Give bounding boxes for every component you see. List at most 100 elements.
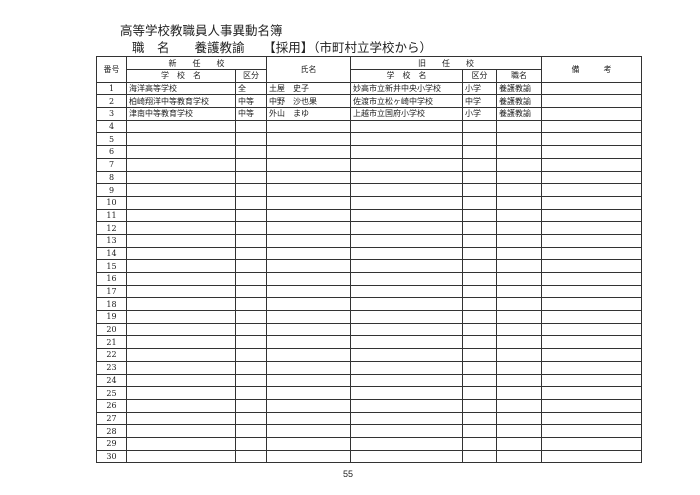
cell-remarks bbox=[541, 81, 643, 96]
cell-remarks bbox=[541, 195, 643, 210]
cell-school bbox=[126, 119, 236, 134]
cell-name bbox=[266, 335, 351, 350]
cell-old-kubun: 小学 bbox=[462, 81, 497, 96]
cell-name bbox=[266, 398, 351, 413]
cell-school bbox=[126, 398, 236, 413]
cell-school bbox=[126, 132, 236, 147]
cell-kubun bbox=[235, 449, 267, 464]
cell-name bbox=[266, 259, 351, 273]
cell-name bbox=[266, 183, 351, 197]
cell-no: 12 bbox=[96, 221, 127, 235]
cell-kubun bbox=[235, 348, 267, 362]
cell-old-kubun: 小学 bbox=[462, 107, 497, 121]
table-row: 18 bbox=[96, 297, 643, 312]
cell-kubun bbox=[235, 145, 267, 159]
cell-position bbox=[495, 297, 543, 312]
cell-no: 4 bbox=[96, 119, 127, 134]
cell-kubun: 全 bbox=[235, 81, 267, 96]
table-row: 6 bbox=[96, 145, 643, 159]
cell-name bbox=[266, 310, 351, 324]
cell-old-school: 上越市立国府小学校 bbox=[350, 107, 463, 121]
cell-name bbox=[266, 322, 351, 337]
position-subtitle: 職 名 養護教諭 【採用】（市町村立学校から） bbox=[132, 40, 433, 55]
cell-school bbox=[126, 157, 236, 172]
cell-old-school bbox=[350, 221, 463, 235]
cell-no: 23 bbox=[96, 360, 127, 375]
cell-old-kubun: 中学 bbox=[462, 94, 497, 109]
cell-school: 津南中等教育学校 bbox=[126, 107, 236, 121]
cell-no: 11 bbox=[96, 208, 127, 223]
cell-old-kubun bbox=[462, 272, 497, 286]
cell-position bbox=[495, 284, 543, 299]
cell-remarks bbox=[541, 170, 643, 185]
cell-name bbox=[266, 424, 351, 438]
table-row: 13 bbox=[96, 233, 643, 248]
cell-school: 海洋高等学校 bbox=[126, 81, 236, 96]
cell-old-school bbox=[350, 436, 463, 451]
cell-name bbox=[266, 411, 351, 426]
document-title: 高等学校教職員人事異動名簿 bbox=[120, 23, 283, 38]
cell-position bbox=[495, 360, 543, 375]
cell-school bbox=[126, 386, 236, 400]
cell-old-school bbox=[350, 170, 463, 185]
cell-remarks bbox=[541, 183, 643, 197]
cell-no: 24 bbox=[96, 373, 127, 388]
cell-no: 30 bbox=[96, 449, 127, 464]
cell-old-kubun bbox=[462, 119, 497, 134]
cell-kubun bbox=[235, 233, 267, 248]
cell-no: 8 bbox=[96, 170, 127, 185]
cell-position bbox=[495, 195, 543, 210]
cell-old-kubun bbox=[462, 449, 497, 464]
table-row: 25 bbox=[96, 386, 643, 400]
table-row: 30 bbox=[96, 449, 643, 464]
cell-position bbox=[495, 310, 543, 324]
cell-old-kubun bbox=[462, 360, 497, 375]
cell-name bbox=[266, 132, 351, 147]
table-row: 28 bbox=[96, 424, 643, 438]
cell-old-kubun bbox=[462, 398, 497, 413]
cell-position bbox=[495, 132, 543, 147]
cell-remarks bbox=[541, 360, 643, 375]
cell-name bbox=[266, 195, 351, 210]
cell-no: 20 bbox=[96, 322, 127, 337]
cell-no: 3 bbox=[96, 107, 127, 121]
cell-old-school bbox=[350, 259, 463, 273]
cell-name bbox=[266, 360, 351, 375]
cell-no: 13 bbox=[96, 233, 127, 248]
cell-kubun bbox=[235, 424, 267, 438]
cell-position bbox=[495, 424, 543, 438]
cell-kubun bbox=[235, 411, 267, 426]
cell-old-school bbox=[350, 195, 463, 210]
cell-old-school bbox=[350, 246, 463, 261]
cell-school bbox=[126, 195, 236, 210]
cell-no: 2 bbox=[96, 94, 127, 109]
table-row: 17 bbox=[96, 284, 643, 299]
cell-name bbox=[266, 170, 351, 185]
cell-name bbox=[266, 119, 351, 134]
cell-position bbox=[495, 398, 543, 413]
cell-kubun bbox=[235, 386, 267, 400]
header-position: 職名 bbox=[495, 69, 543, 83]
cell-old-school bbox=[350, 322, 463, 337]
cell-old-kubun bbox=[462, 322, 497, 337]
cell-position bbox=[495, 449, 543, 464]
cell-no: 21 bbox=[96, 335, 127, 350]
cell-school bbox=[126, 335, 236, 350]
cell-remarks bbox=[541, 348, 643, 362]
header-old-school-name: 学 校 名 bbox=[350, 69, 463, 83]
cell-old-school bbox=[350, 272, 463, 286]
cell-old-kubun bbox=[462, 284, 497, 299]
cell-old-kubun bbox=[462, 233, 497, 248]
header-kubun: 区分 bbox=[235, 69, 267, 83]
cell-position bbox=[495, 170, 543, 185]
header-name: 氏名 bbox=[266, 56, 351, 83]
cell-position bbox=[495, 322, 543, 337]
cell-position: 養護教諭 bbox=[495, 94, 543, 109]
cell-position bbox=[495, 259, 543, 273]
cell-no: 5 bbox=[96, 132, 127, 147]
cell-old-kubun bbox=[462, 386, 497, 400]
table-row: 16 bbox=[96, 272, 643, 286]
cell-old-kubun bbox=[462, 297, 497, 312]
cell-no: 22 bbox=[96, 348, 127, 362]
cell-remarks bbox=[541, 310, 643, 324]
